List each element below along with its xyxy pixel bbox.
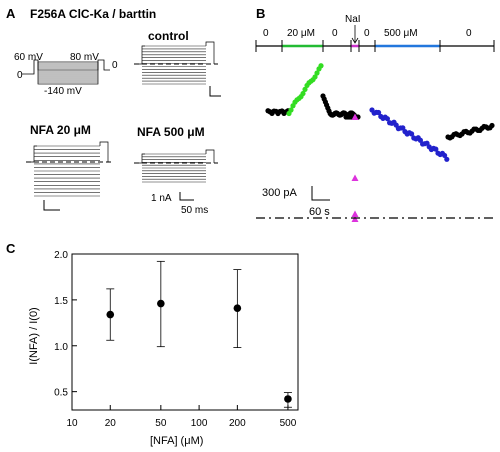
trace-point-green bbox=[312, 74, 318, 80]
x-tick-label: 10 bbox=[66, 418, 78, 429]
nai-marker bbox=[351, 210, 359, 217]
y-axis-label: I(NFA) / I(0) bbox=[28, 307, 40, 364]
x-axis-label: [NFA] (μM) bbox=[150, 435, 203, 447]
voltage-protocol: 60 mV 80 mV 0 0 -140 mV bbox=[14, 52, 118, 97]
panel-b-letter: B bbox=[256, 6, 265, 21]
time-course-trace bbox=[265, 63, 495, 222]
trace-point-green bbox=[314, 70, 320, 76]
data-point bbox=[284, 395, 292, 403]
trace-edge-left bbox=[134, 153, 145, 164]
plot-frame bbox=[71, 253, 299, 411]
nai-arrow-icon bbox=[351, 37, 359, 44]
trace-point-blue bbox=[384, 116, 390, 122]
trace-edge-right bbox=[205, 149, 215, 163]
protocol-label-60mv: 60 mV bbox=[14, 52, 43, 63]
nfa20-current-traces bbox=[26, 141, 112, 197]
nai-label: NaI bbox=[345, 14, 361, 25]
scale-60s-label: 60 s bbox=[309, 206, 330, 218]
trace-point-green bbox=[300, 90, 306, 97]
x-tick-label: 100 bbox=[191, 418, 208, 429]
trace-edge-right bbox=[205, 41, 215, 64]
panel-a-title: F256A ClC-Ka / barttin bbox=[30, 7, 156, 21]
protocol-label-zero-left: 0 bbox=[17, 70, 23, 81]
protocol-label-80mv: 80 mV bbox=[70, 52, 99, 63]
scale-300pa-label: 300 pA bbox=[262, 187, 298, 199]
protocol-label-minus140: -140 mV bbox=[44, 86, 82, 97]
y-tick-label: 2.0 bbox=[54, 250, 68, 261]
scale-1na-label: 1 nA bbox=[151, 193, 172, 204]
segment-label-0a: 0 bbox=[263, 28, 269, 39]
data-point bbox=[157, 299, 165, 308]
segment-label-0c: 0 bbox=[364, 28, 370, 39]
trace-edge-right bbox=[99, 141, 109, 162]
panel-c-letter: C bbox=[6, 241, 16, 256]
dose-response-chart: 10 20 50 100 200 500 0.51.01.52.0 [NFA] (μM) … bbox=[28, 250, 299, 447]
data-point bbox=[106, 310, 115, 319]
trace-point-blue bbox=[409, 131, 415, 137]
data-point bbox=[233, 304, 242, 312]
segment-label-500um: 500 μM bbox=[384, 28, 418, 39]
x-tick-label: 50 bbox=[155, 418, 167, 429]
segment-label-20um: 20 μM bbox=[287, 28, 315, 39]
panel-a-letter: A bbox=[6, 6, 16, 21]
x-tick-label: 20 bbox=[105, 418, 117, 429]
trace-point-blue bbox=[444, 156, 450, 162]
trace-point-blue bbox=[400, 125, 406, 131]
y-tick-label: 1.0 bbox=[54, 342, 68, 353]
control-label: control bbox=[148, 29, 189, 43]
y-axis-ticks: 0.5 1.0 1.5 2.0 bbox=[54, 250, 77, 399]
y-tick-label: 1.5 bbox=[54, 296, 68, 307]
trace-point-blue bbox=[442, 152, 448, 159]
nai-marker bbox=[351, 113, 359, 120]
nfa500-label: NFA 500 μM bbox=[137, 125, 205, 139]
x-tick-label: 200 bbox=[229, 418, 246, 429]
data-points bbox=[106, 260, 292, 408]
trace-point-black bbox=[489, 122, 495, 129]
panel-a-scale-bars: 1 nA 50 ms bbox=[43, 86, 221, 216]
nfa500-current-traces bbox=[134, 149, 218, 183]
panel-b-scale-bars: 300 pA 60 s bbox=[262, 186, 330, 218]
segment-label-0d: 0 bbox=[466, 28, 472, 39]
y-tick-label: 0.5 bbox=[54, 388, 68, 399]
trace-point-blue bbox=[376, 109, 382, 116]
segment-label-0b: 0 bbox=[332, 28, 338, 39]
x-tick-label: 500 bbox=[280, 418, 297, 429]
nai-marker bbox=[351, 215, 359, 222]
trace-point-green bbox=[288, 107, 294, 113]
control-current-traces bbox=[134, 41, 218, 85]
x-axis-ticks: 10 20 50 100 200 500 bbox=[66, 405, 297, 429]
protocol-label-zero-right: 0 bbox=[112, 60, 118, 71]
trace-edge-left bbox=[26, 145, 37, 163]
trace-point-green bbox=[318, 63, 324, 69]
trace-point-green bbox=[302, 86, 308, 92]
trace-point-blue bbox=[433, 146, 439, 152]
nai-marker bbox=[351, 174, 359, 181]
nfa20-label: NFA 20 μM bbox=[30, 123, 91, 137]
perfusion-bar: 0 20 μM 0 0 500 μM 0 NaI bbox=[255, 14, 495, 52]
scale-50ms-label: 50 ms bbox=[181, 205, 208, 216]
